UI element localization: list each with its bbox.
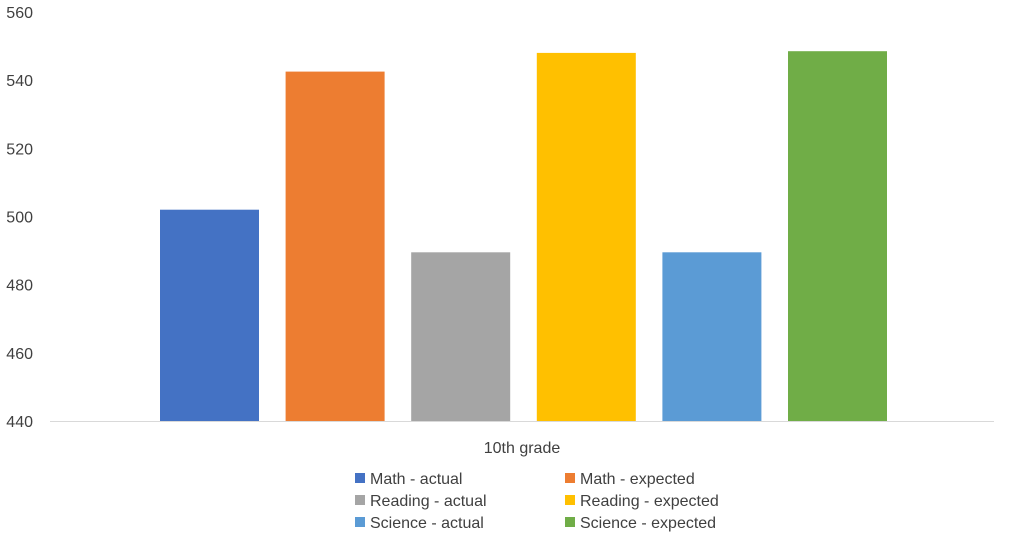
legend-label: Science - actual bbox=[370, 515, 484, 532]
legend-label: Math - expected bbox=[580, 471, 695, 488]
legend-item: Science - expected bbox=[565, 515, 716, 532]
y-tick-label: 520 bbox=[6, 141, 33, 158]
bars bbox=[160, 51, 887, 422]
bar-reading-expected bbox=[536, 52, 636, 422]
y-tick-label: 540 bbox=[6, 73, 33, 90]
legend-swatch bbox=[565, 495, 575, 505]
bar-reading-actual bbox=[411, 252, 511, 421]
legend-item: Reading - actual bbox=[355, 493, 487, 510]
legend-swatch bbox=[355, 495, 365, 505]
legend-swatch bbox=[355, 517, 365, 527]
legend-item: Reading - expected bbox=[565, 493, 719, 510]
legend-item: Math - expected bbox=[565, 471, 695, 488]
y-tick-label: 500 bbox=[6, 210, 33, 227]
legend-swatch bbox=[355, 473, 365, 483]
legend-item: Math - actual bbox=[355, 471, 462, 488]
x-axis: 10th grade bbox=[484, 440, 561, 457]
legend-label: Math - actual bbox=[370, 471, 462, 488]
legend-swatch bbox=[565, 473, 575, 483]
y-axis: 440 460 480 500 520 540 560 bbox=[6, 5, 33, 431]
y-tick-label: 560 bbox=[6, 5, 33, 22]
bar-math-actual bbox=[160, 209, 259, 421]
y-tick-label: 440 bbox=[6, 414, 33, 431]
legend-swatch bbox=[565, 517, 575, 527]
bar-math-expected bbox=[285, 71, 385, 421]
legend: Math - actual Math - expected Reading - ac… bbox=[355, 471, 719, 532]
bar-science-expected bbox=[788, 51, 887, 421]
x-category-label: 10th grade bbox=[484, 440, 561, 457]
y-tick-label: 480 bbox=[6, 278, 33, 295]
legend-item: Science - actual bbox=[355, 515, 484, 532]
legend-label: Reading - expected bbox=[580, 493, 719, 510]
y-tick-label: 460 bbox=[6, 346, 33, 363]
bar-science-actual bbox=[662, 252, 762, 421]
legend-label: Reading - actual bbox=[370, 493, 487, 510]
legend-label: Science - expected bbox=[580, 515, 716, 532]
